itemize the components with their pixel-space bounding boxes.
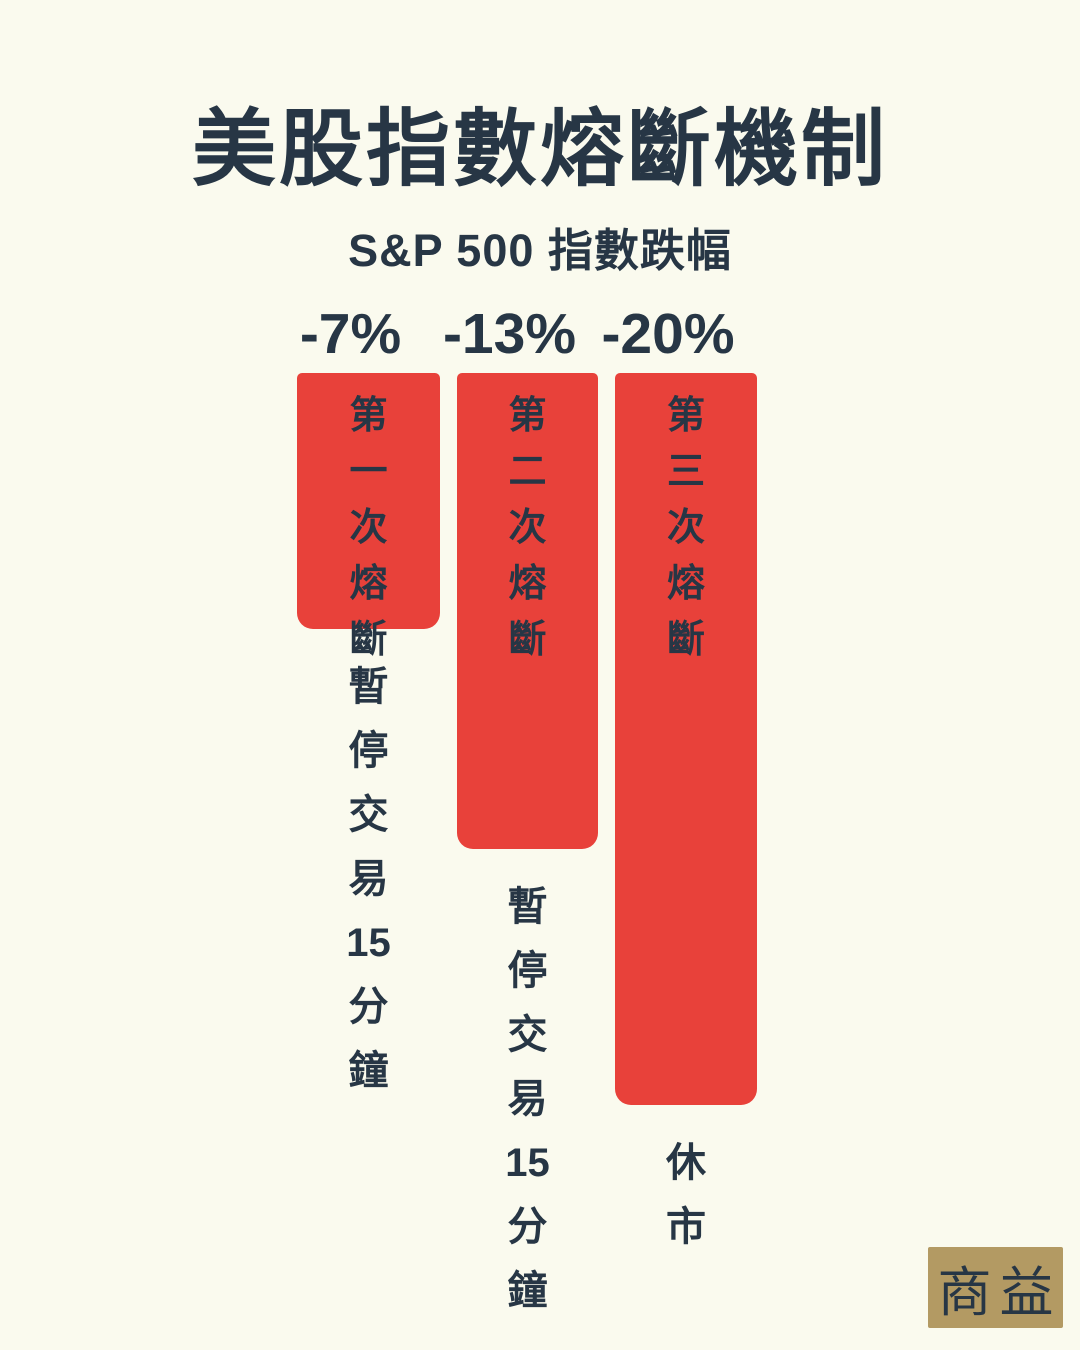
level-1-bar-label: 第一次熔斷 <box>349 395 388 661</box>
percent-label-level-3: -20% <box>601 302 735 366</box>
brand-logo: 商益 <box>928 1247 1063 1328</box>
level-3-bar-label: 第三次熔斷 <box>666 395 705 661</box>
page-title: 美股指數熔斷機制 <box>191 102 888 196</box>
level-3-bar: 第三次熔斷 <box>615 373 757 1105</box>
level-1-caption: 暫停交易 15 分鐘 <box>346 665 391 1094</box>
level-3-caption: 休市 <box>666 1141 706 1249</box>
page-subtitle: S&P 500 指數跌幅 <box>348 225 732 276</box>
brand-logo-text: 商益 <box>937 1263 1062 1323</box>
level-1-bar: 第一次熔斷 <box>297 373 440 661</box>
percent-label-level-2: -13% <box>442 302 577 366</box>
level-2-bar-label: 第二次熔斷 <box>508 395 547 661</box>
bar-column-level-3: -20% 第三次熔斷 休市 <box>601 300 757 1259</box>
level-2-bar: 第二次熔斷 <box>457 373 598 849</box>
percent-label-level-1: -7% <box>299 302 402 366</box>
bar-column-level-2: -13% 第二次熔斷 暫停交易 15 分鐘 <box>443 300 598 1323</box>
level-2-caption: 暫停交易 15 分鐘 <box>505 884 550 1313</box>
bar-column-level-1: -7% 第一次熔斷 暫停交易 15 分鐘 <box>297 300 440 1103</box>
